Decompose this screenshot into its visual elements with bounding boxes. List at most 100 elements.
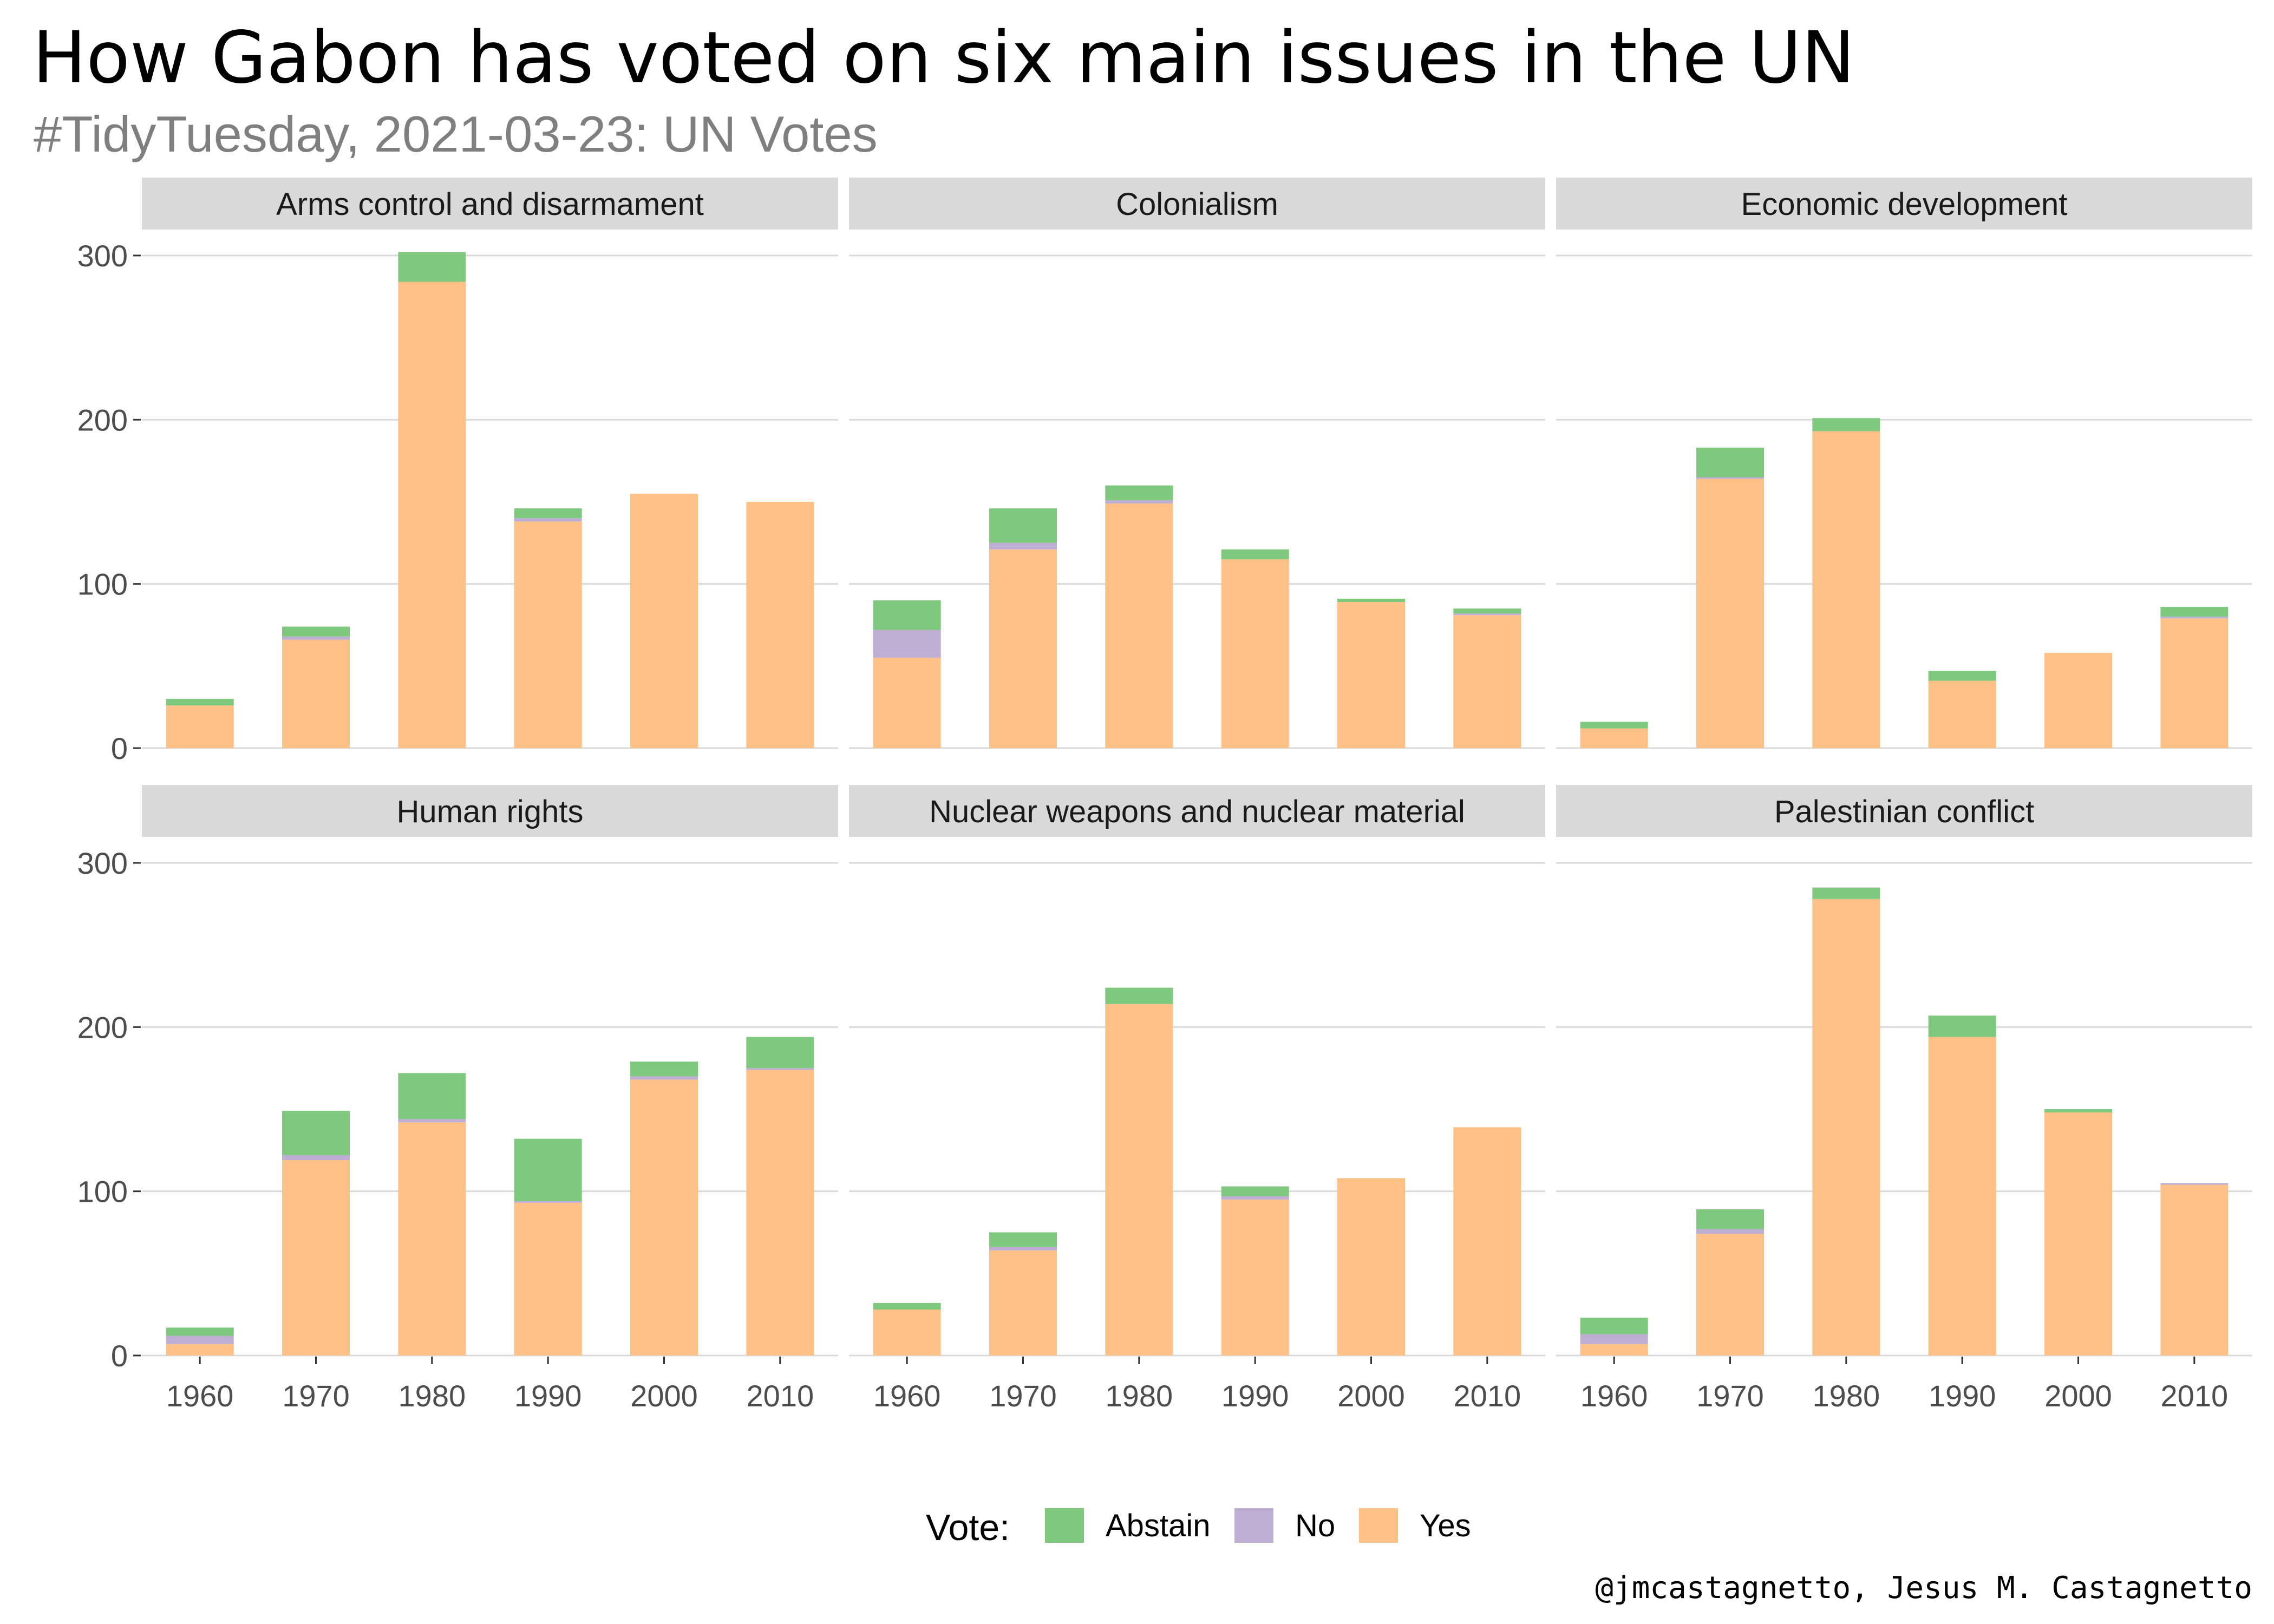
legend-label: Yes <box>1420 1508 1471 1543</box>
legend-key-yes <box>1359 1508 1398 1543</box>
bar-segment-abstain <box>282 1111 350 1155</box>
x-tick-label: 2000 <box>1337 1379 1405 1413</box>
x-tick-label: 2000 <box>2044 1379 2112 1413</box>
bar-segment-no <box>2160 1183 2229 1185</box>
y-tick-label: 0 <box>111 731 128 765</box>
facet-title: Palestinian conflict <box>1774 794 2034 829</box>
y-tick-label: 100 <box>77 1175 128 1209</box>
bar-segment-yes <box>630 493 698 748</box>
bar-segment-no <box>514 1201 582 1203</box>
bar-segment-no <box>989 542 1057 549</box>
bar-segment-yes <box>2044 653 2112 748</box>
bar-segment-yes <box>2160 618 2229 748</box>
y-tick-label: 100 <box>77 567 128 601</box>
x-tick-label: 1970 <box>989 1379 1057 1413</box>
bar-segment-abstain <box>873 1302 941 1310</box>
legend-label: Abstain <box>1106 1508 1210 1543</box>
bar-segment-yes <box>1105 503 1173 748</box>
y-tick-label: 0 <box>111 1339 128 1373</box>
bar-segment-yes <box>989 549 1057 748</box>
legend-title: Vote: <box>926 1507 1010 1548</box>
bar-segment-no <box>166 1335 234 1344</box>
bar-segment-abstain <box>1696 1209 1764 1229</box>
bar-segment-abstain <box>1453 608 1521 614</box>
bar-segment-abstain <box>166 699 234 706</box>
bar-segment-no <box>282 1155 350 1161</box>
bar-segment-abstain <box>1105 485 1173 500</box>
bar-segment-yes <box>2044 1112 2112 1355</box>
bar-segment-no <box>873 630 941 658</box>
bar-segment-yes <box>873 1309 941 1355</box>
bar-segment-yes <box>1928 1037 1996 1355</box>
bar-segment-yes <box>398 1122 466 1355</box>
bar-segment-abstain <box>1337 598 1405 603</box>
bar-segment-abstain <box>1221 549 1289 560</box>
bar-segment-abstain <box>1928 1016 1996 1037</box>
bar-segment-abstain <box>989 508 1057 543</box>
facet-title: Nuclear weapons and nuclear material <box>929 794 1465 829</box>
facet-strip <box>1556 785 2252 837</box>
x-tick-label: 1980 <box>1106 1379 1173 1413</box>
bar-segment-yes <box>1453 615 1521 748</box>
bar-segment-yes <box>282 1160 350 1355</box>
bar-segment-yes <box>166 1344 234 1355</box>
facet-title: Human rights <box>397 794 584 829</box>
facet-panel: Colonialism <box>849 178 1545 749</box>
bar-segment-yes <box>1696 1234 1764 1355</box>
bar-segment-yes <box>1221 559 1289 748</box>
facet-strip <box>142 785 838 837</box>
bar-segment-abstain <box>746 1037 814 1069</box>
bar-segment-yes <box>1928 680 1996 748</box>
bar-segment-no <box>1221 1196 1289 1200</box>
bar-segment-abstain <box>398 252 466 282</box>
bar-segment-abstain <box>2044 1109 2112 1113</box>
bar-segment-no <box>514 518 582 522</box>
bar-segment-abstain <box>1105 987 1173 1004</box>
bar-segment-yes <box>1105 1004 1173 1355</box>
bar-segment-yes <box>873 658 941 748</box>
x-tick-label: 1960 <box>1580 1379 1648 1413</box>
x-tick-label: 2010 <box>2161 1379 2229 1413</box>
facet-panel: Economic development <box>1556 178 2252 749</box>
bar-segment-yes <box>746 1070 814 1355</box>
bar-segment-no <box>282 636 350 640</box>
bar-segment-abstain <box>514 1138 582 1201</box>
bar-segment-yes <box>2160 1184 2229 1355</box>
legend-key-abstain <box>1045 1508 1084 1543</box>
x-tick-label: 1990 <box>514 1379 582 1413</box>
bar-segment-abstain <box>1696 447 1764 477</box>
chart-caption: @jmcastagnetto, Jesus M. Castagnetto <box>1595 1570 2252 1606</box>
bar-segment-no <box>2160 617 2229 619</box>
facet-panels: Arms control and disarmament 0 100 200 300 Co… <box>77 178 2252 1413</box>
bar-segment-yes <box>1580 1344 1648 1355</box>
facet-title: Colonialism <box>1116 187 1278 222</box>
bar-segment-yes <box>1337 602 1405 748</box>
y-tick-label: 200 <box>77 1010 128 1044</box>
bar-segment-yes <box>1812 431 1880 748</box>
bar-segment-no <box>398 1119 466 1123</box>
bar-segment-no <box>989 1247 1057 1250</box>
bar-segment-yes <box>989 1250 1057 1355</box>
bar-segment-abstain <box>1221 1186 1289 1196</box>
bar-segment-abstain <box>2160 607 2229 617</box>
bar-segment-yes <box>1453 1127 1521 1355</box>
x-tick-label: 1990 <box>1221 1379 1289 1413</box>
bar-segment-no <box>746 1068 814 1070</box>
x-tick-label: 1960 <box>873 1379 941 1413</box>
bar-segment-abstain <box>166 1327 234 1336</box>
bar-segment-yes <box>1696 479 1764 748</box>
bar-segment-abstain <box>1580 722 1648 729</box>
y-tick-label: 200 <box>77 403 128 437</box>
facet-title: Economic development <box>1741 187 2068 222</box>
bar-segment-abstain <box>398 1073 466 1119</box>
x-tick-label: 2000 <box>630 1379 698 1413</box>
facet-title: Arms control and disarmament <box>276 187 704 222</box>
bar-segment-yes <box>514 1202 582 1355</box>
bar-segment-no <box>630 1076 698 1080</box>
bar-segment-abstain <box>1812 418 1880 431</box>
legend: Vote: Abstain No Yes <box>926 1507 1471 1548</box>
x-tick-label: 1970 <box>282 1379 350 1413</box>
bar-segment-abstain <box>282 626 350 637</box>
x-tick-label: 2010 <box>1454 1379 1521 1413</box>
